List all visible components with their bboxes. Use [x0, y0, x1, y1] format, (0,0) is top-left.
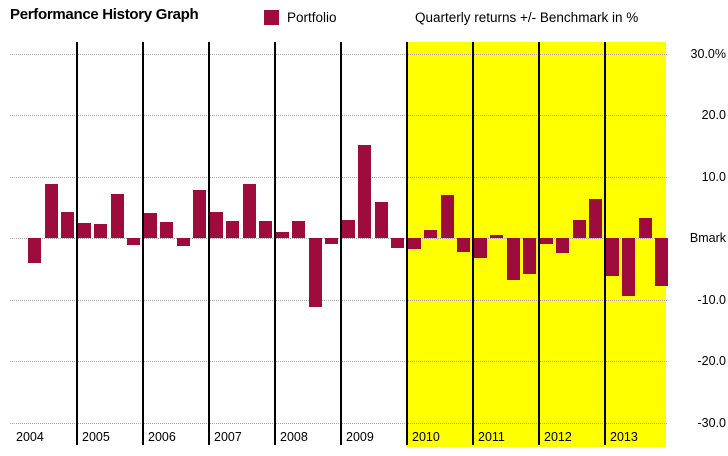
- bar-2008-q4: [325, 238, 339, 245]
- bar-2009-q1: [341, 219, 355, 238]
- bar-2007-q2: [226, 221, 240, 238]
- bar-2006-q3: [176, 238, 190, 246]
- portfolio-legend-label: Portfolio: [287, 10, 337, 25]
- year-label-2004: 2004: [16, 430, 44, 444]
- bar-2011-q1: [473, 238, 487, 258]
- year-label-2006: 2006: [148, 430, 176, 444]
- bar-2008-q1: [275, 231, 289, 238]
- y-tick-label-10: 10.0: [701, 169, 726, 184]
- year-separator-2007: [208, 42, 210, 445]
- chart-units-note: Quarterly returns +/- Benchmark in %: [415, 10, 639, 25]
- year-label-2009: 2009: [346, 430, 374, 444]
- y-tick-label-30: 30.0%: [690, 46, 726, 61]
- page-title: Performance History Graph: [10, 6, 199, 23]
- bar-2013-q4: [655, 238, 669, 286]
- year-separator-2009: [340, 42, 342, 445]
- bar-2004-q3: [44, 184, 58, 238]
- portfolio-legend-swatch: [264, 10, 279, 25]
- gridline-minus-20: [10, 361, 667, 362]
- bar-2009-q3: [374, 201, 388, 238]
- y-tick-label--10: -10.0: [697, 292, 727, 307]
- bar-2013-q2: [622, 238, 636, 296]
- bar-2004-q4: [61, 211, 75, 238]
- gridline-30: [10, 53, 667, 55]
- year-separator-2008: [274, 42, 276, 445]
- year-separator-2005: [76, 42, 78, 445]
- year-label-2005: 2005: [82, 430, 110, 444]
- bar-2012-q3: [572, 220, 586, 238]
- bar-2009-q4: [391, 238, 405, 248]
- year-label-2007: 2007: [214, 430, 242, 444]
- bar-2011-q2: [490, 234, 504, 238]
- bar-2011-q4: [523, 238, 537, 274]
- bar-2010-q3: [440, 194, 454, 238]
- bar-2005-q3: [110, 193, 124, 238]
- gridline-10: [10, 176, 667, 178]
- year-separator-2010: [406, 42, 408, 445]
- bar-2006-q1: [143, 213, 157, 238]
- bar-2011-q3: [506, 238, 520, 281]
- bar-2009-q2: [358, 144, 372, 238]
- year-separator-2011: [472, 42, 474, 445]
- bar-2006-q2: [160, 222, 174, 238]
- y-tick-label--30: -30.0: [697, 415, 727, 430]
- bar-2013-q1: [605, 238, 619, 277]
- bar-2007-q1: [209, 211, 223, 238]
- bar-2006-q4: [193, 190, 207, 238]
- bar-2008-q3: [308, 238, 322, 307]
- year-separator-2013: [604, 42, 606, 445]
- bar-2012-q4: [589, 198, 603, 238]
- bar-2012-q2: [556, 238, 570, 253]
- y-tick-label-20: 20.0: [701, 108, 726, 122]
- bar-2007-q4: [259, 221, 273, 238]
- bar-2007-q3: [242, 183, 256, 238]
- year-label-2013: 2013: [610, 430, 638, 444]
- bar-2013-q3: [638, 218, 652, 238]
- gridline-minus-10: [10, 299, 667, 301]
- y-tick-label--20: -20.0: [697, 354, 727, 368]
- year-label-2010: 2010: [412, 430, 440, 444]
- bar-2005-q2: [94, 224, 108, 238]
- bar-2012-q1: [539, 238, 553, 244]
- year-separator-2012: [538, 42, 540, 445]
- year-label-2012: 2012: [544, 430, 572, 444]
- plot-area: [10, 42, 669, 447]
- bar-2005-q4: [127, 238, 141, 245]
- gridline-0: [10, 238, 667, 239]
- y-tick-label-bmark: Bmark: [689, 231, 726, 245]
- bar-2010-q4: [457, 238, 471, 252]
- bar-2004-q2: [28, 238, 42, 263]
- gridline-minus-30: [10, 422, 667, 424]
- bar-2010-q2: [424, 230, 438, 238]
- bar-2008-q2: [292, 221, 306, 238]
- year-label-2011: 2011: [478, 430, 505, 444]
- bar-2010-q1: [407, 238, 421, 250]
- year-separator-2006: [142, 42, 144, 445]
- gridline-20: [10, 115, 667, 116]
- bar-2005-q1: [77, 223, 91, 238]
- year-label-2008: 2008: [280, 430, 308, 444]
